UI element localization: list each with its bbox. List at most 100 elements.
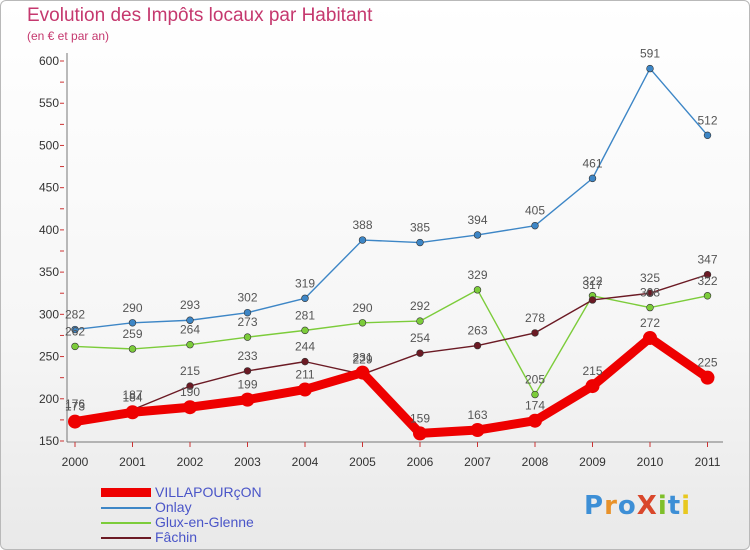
logo-letter: P	[584, 491, 605, 521]
legend-swatch	[101, 488, 151, 497]
legend-label: VILLAPOURçON	[155, 484, 262, 500]
data-point	[355, 365, 370, 380]
logo-letter: r	[604, 491, 618, 521]
data-label: 512	[697, 113, 717, 127]
data-label: 199	[237, 378, 257, 392]
data-label: 174	[525, 399, 545, 413]
y-axis-tick-label: 350	[39, 265, 59, 279]
data-point	[528, 413, 542, 428]
series-line-Glux-en-Glenne	[74, 289, 709, 396]
x-axis-tick-label: 2006	[407, 455, 434, 469]
y-axis-tick-label: 600	[39, 54, 59, 68]
data-point	[470, 423, 485, 438]
data-label: 278	[525, 311, 545, 325]
data-label: 244	[295, 340, 315, 354]
data-point	[473, 286, 482, 294]
data-point	[301, 357, 309, 366]
data-point	[186, 382, 194, 390]
data-label: 405	[525, 204, 545, 218]
series-line-Fâchin	[74, 273, 709, 420]
x-axis-tick-label: 2003	[234, 455, 261, 469]
x-axis-tick-label: 2000	[62, 455, 89, 469]
data-point	[128, 345, 137, 353]
data-point	[416, 349, 424, 357]
data-label: 272	[640, 316, 660, 330]
data-label: 293	[180, 298, 200, 312]
y-axis-tick-label: 450	[39, 181, 59, 195]
logo-letter: i	[657, 491, 668, 521]
data-label: 264	[180, 323, 200, 337]
legend-label: Onlay	[155, 499, 192, 515]
data-label: 187	[122, 388, 142, 402]
legend: VILLAPOURçON Onlay Glux-en-Glenne Fâchin	[101, 485, 262, 545]
data-point	[588, 174, 597, 183]
data-label: 259	[122, 327, 142, 341]
data-label: 282	[65, 308, 85, 322]
data-point	[703, 131, 712, 140]
data-label: 229	[352, 352, 372, 366]
data-point	[125, 405, 140, 420]
data-point	[243, 367, 252, 375]
logo-letter: t	[667, 491, 682, 521]
data-label: 322	[582, 274, 602, 288]
x-axis-tick-label: 2004	[292, 455, 319, 469]
chart-subtitle: (en € et par an)	[27, 29, 110, 43]
x-axis-tick-label: 2001	[119, 455, 146, 469]
data-label: 394	[467, 213, 487, 227]
data-label: 461	[582, 156, 602, 170]
y-axis-tick-label: 400	[39, 223, 59, 237]
y-axis-tick-label: 250	[39, 350, 59, 364]
data-point	[531, 390, 539, 399]
data-point	[186, 316, 194, 324]
data-point	[703, 270, 712, 279]
data-label: 273	[237, 315, 257, 329]
data-point	[703, 292, 712, 300]
data-label: 163	[467, 408, 487, 422]
data-label: 302	[237, 291, 257, 305]
data-label: 233	[237, 349, 257, 363]
series-line-VILLAPOURçON	[70, 333, 712, 438]
data-label: 254	[410, 331, 430, 345]
data-label: 347	[697, 253, 717, 267]
legend-swatch	[101, 506, 151, 509]
data-point	[646, 303, 654, 312]
data-point	[473, 231, 482, 239]
proxiti-logo: ProXiti	[584, 491, 691, 521]
data-point	[416, 238, 424, 247]
data-point	[700, 370, 715, 385]
y-axis-tick-label: 500	[39, 138, 59, 152]
data-point	[243, 333, 252, 341]
data-label: 329	[467, 268, 487, 282]
legend-item: Fâchin	[101, 530, 262, 545]
data-label: 308	[640, 286, 660, 300]
x-axis-tick-label: 2010	[637, 455, 664, 469]
data-label: 385	[410, 221, 430, 235]
data-label: 262	[65, 324, 85, 338]
data-label: 591	[640, 47, 660, 61]
data-point	[68, 414, 82, 429]
data-label: 292	[410, 299, 430, 313]
y-axis-tick-label: 200	[39, 392, 59, 406]
data-point	[646, 64, 654, 73]
data-label: 290	[352, 301, 372, 315]
data-point	[71, 342, 79, 351]
data-label: 159	[410, 411, 430, 425]
data-label: 215	[180, 364, 200, 378]
x-axis-tick-label: 2011	[695, 455, 721, 469]
legend-label: Glux-en-Glenne	[155, 514, 254, 530]
legend-item: Onlay	[101, 500, 262, 515]
data-point	[413, 426, 427, 441]
data-label: 231	[352, 351, 372, 365]
x-axis-tick-label: 2002	[177, 455, 204, 469]
y-axis-tick-label: 150	[39, 434, 59, 448]
data-point	[298, 382, 312, 397]
data-point	[240, 392, 255, 407]
data-point	[531, 221, 539, 230]
data-label: 176	[65, 397, 85, 411]
x-axis-tick-label: 2009	[579, 455, 606, 469]
data-point	[588, 296, 597, 304]
data-point	[358, 236, 367, 244]
data-label: 190	[180, 385, 200, 399]
data-label: 281	[295, 308, 315, 322]
